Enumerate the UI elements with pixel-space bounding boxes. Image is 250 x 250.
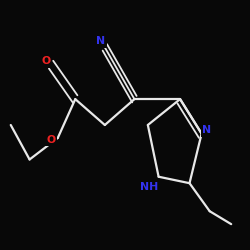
Text: N: N bbox=[96, 36, 105, 46]
Text: NH: NH bbox=[140, 182, 158, 192]
Text: O: O bbox=[41, 56, 50, 66]
Text: N: N bbox=[202, 125, 211, 135]
Text: O: O bbox=[46, 135, 56, 145]
